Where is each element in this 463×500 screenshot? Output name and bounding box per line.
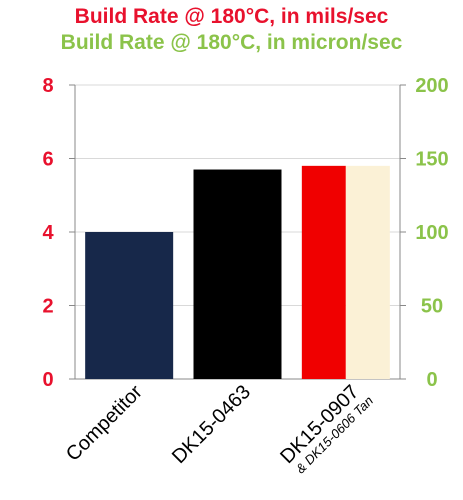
- category-label-group: Competitor: [62, 381, 147, 466]
- y-tick-label: 0: [42, 369, 53, 391]
- bar: [301, 165, 346, 379]
- y-tick-label: 6: [42, 149, 53, 171]
- y2-tick-label: 150: [415, 149, 448, 171]
- y-tick-label: 4: [42, 222, 54, 244]
- y-tick-label: 2: [42, 296, 53, 318]
- y2-tick-label: 200: [415, 75, 448, 97]
- category-label-group: DK15-0907& DK15-0606 Tan: [276, 381, 376, 476]
- bar: [193, 169, 282, 379]
- category-label-group: DK15-0463: [168, 381, 255, 468]
- chart-title-block: Build Rate @ 180°C, in mils/sec Build Ra…: [0, 4, 463, 56]
- y-tick-label: 8: [42, 75, 53, 97]
- y2-tick-label: 50: [421, 296, 443, 318]
- bar: [345, 165, 390, 379]
- y2-tick-label: 0: [426, 369, 437, 391]
- chart-title: Build Rate @ 180°C, in mils/sec: [74, 5, 389, 28]
- x-tick-label: Competitor: [62, 381, 147, 466]
- bar: [85, 232, 174, 379]
- chart-subtitle: Build Rate @ 180°C, in micron/sec: [60, 31, 403, 54]
- x-tick-label: DK15-0463: [168, 381, 255, 468]
- y2-tick-label: 100: [415, 222, 448, 244]
